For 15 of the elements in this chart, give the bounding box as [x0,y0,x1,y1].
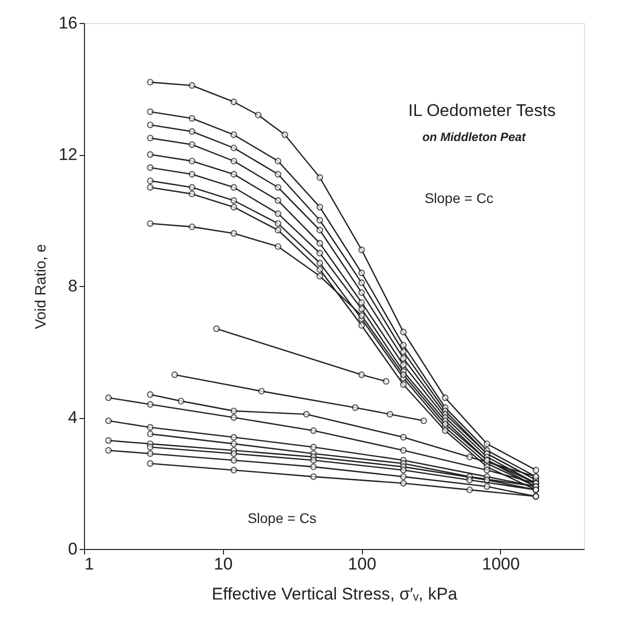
y-tick-label: 12 [58,145,78,164]
y-tick-label: 8 [68,276,78,296]
annotation: Slope = Cc [424,190,494,206]
y-tick-label: 16 [58,14,78,32]
x-tick-label: 1 [84,554,94,574]
y-tick-label: 4 [68,408,78,427]
x-tick-label: 1000 [482,554,520,574]
annotation: on Middleton Peat [422,130,527,144]
x-tick-label: 100 [348,554,376,574]
y-tick-label: 0 [68,540,78,558]
x-axis-title: Effective Vertical Stress, σ′ᵥ, kPa [212,584,458,604]
y-axis-title: Void Ratio, e [32,244,50,330]
annotation: IL Oedometer Tests [408,101,556,120]
x-tick-label: 10 [214,554,233,574]
annotation: Slope = Cs [248,510,316,526]
